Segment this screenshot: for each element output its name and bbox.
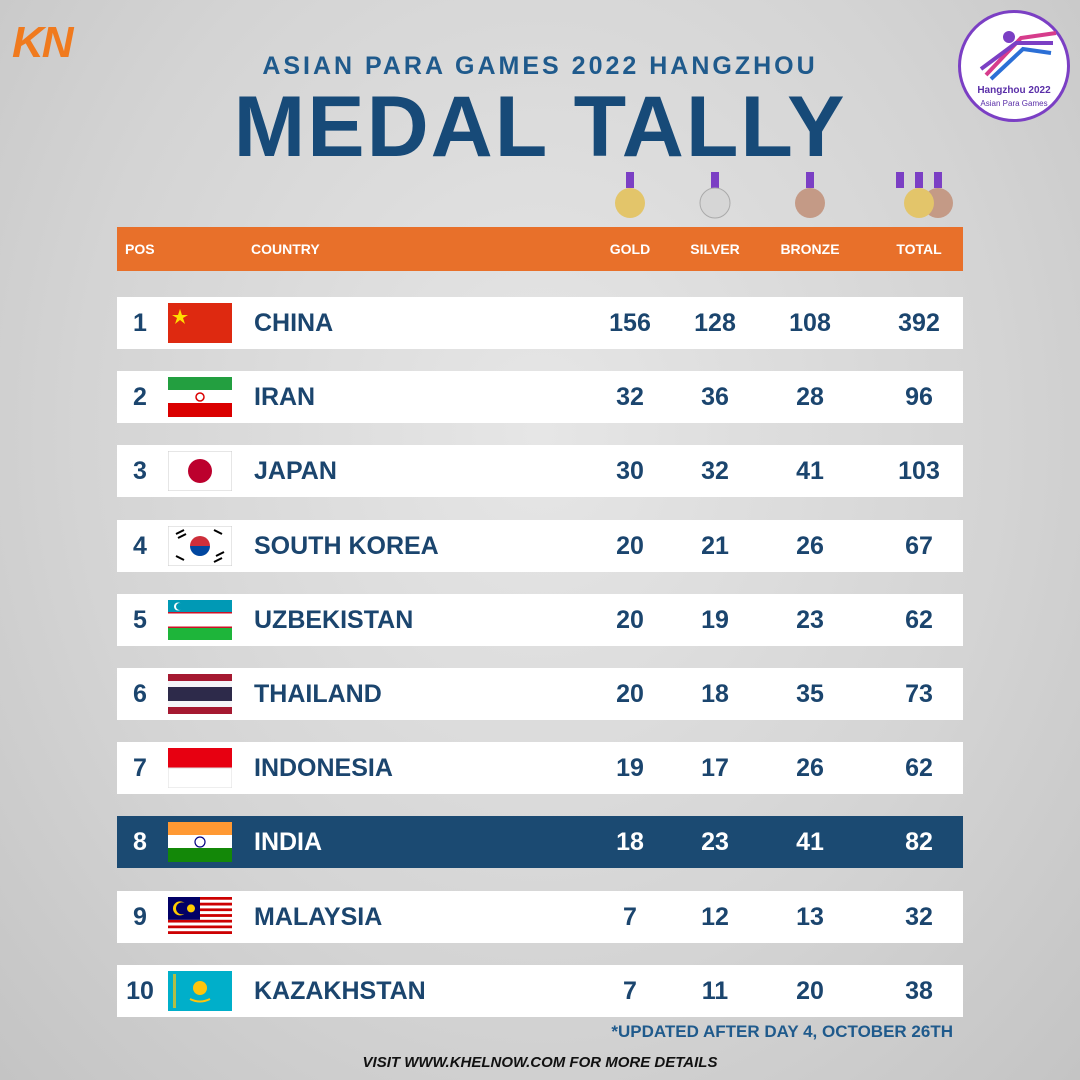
position: 5	[133, 605, 147, 634]
medal-count: 103	[898, 457, 940, 486]
medal-icons	[615, 172, 953, 219]
medal-count: 26	[796, 754, 824, 783]
position: 9	[133, 902, 147, 931]
country: JAPAN	[254, 457, 337, 486]
table-row: 6 THAILAND 20 18 35 73	[117, 668, 963, 720]
medal-count: 18	[701, 680, 729, 708]
medal-count: 392	[898, 309, 940, 337]
medal-count: 17	[701, 754, 729, 783]
table-row: 10 KAZAKHSTAN 7 11 20 38	[117, 964, 963, 1017]
column-header: SILVER	[690, 241, 740, 257]
medal-count: 62	[905, 605, 933, 634]
badge-title: Hangzhou 2022	[977, 85, 1051, 96]
table-row: 2 IRAN 32 36 28 96	[117, 371, 963, 424]
medal-count: 19	[616, 754, 644, 783]
medal-count: 23	[701, 828, 729, 857]
medal-count: 38	[905, 976, 933, 1005]
flag	[168, 377, 232, 418]
position: 7	[133, 754, 147, 783]
table-row: 1 CHINA 156 128 108 392	[117, 297, 963, 349]
flag	[168, 822, 232, 863]
column-header: GOLD	[609, 241, 651, 257]
country: UZBEKISTAN	[254, 605, 414, 634]
medal-count: 26	[796, 531, 824, 560]
medal-count: 28	[796, 383, 824, 412]
table-row: 5 UZBEKISTAN 20 19 23 62	[117, 593, 963, 646]
medal-count: 67	[905, 531, 933, 560]
column-header: BRONZE	[780, 241, 840, 257]
medal-count: 82	[905, 828, 933, 857]
country: THAILAND	[254, 680, 382, 708]
subtitle: ASIAN PARA GAMES 2022 HANGZHOU	[262, 52, 818, 80]
table-row: 7 INDONESIA 19 17 26 62	[117, 742, 963, 795]
medal-count: 32	[616, 383, 644, 412]
flag	[168, 303, 232, 343]
medal-count: 108	[789, 309, 831, 337]
badge-subtitle: Asian Para Games	[980, 99, 1048, 108]
medal-count: 20	[616, 531, 644, 560]
footer: VISIT WWW.KHELNOW.COM FOR MORE DETAILS	[362, 1054, 718, 1071]
medal-count: 96	[905, 383, 933, 412]
medal-count: 41	[796, 828, 824, 857]
country: MALAYSIA	[254, 902, 383, 931]
medal-count: 13	[796, 902, 824, 931]
position: 4	[133, 531, 147, 560]
country: CHINA	[254, 309, 334, 337]
medal-count: 20	[796, 976, 824, 1005]
medal-count: 32	[905, 902, 933, 931]
medal-count: 21	[701, 531, 729, 560]
column-header: TOTAL	[896, 241, 942, 257]
medal-count: 7	[623, 976, 637, 1005]
logo: KN	[12, 18, 74, 67]
position: 10	[126, 976, 154, 1005]
medal-count: 36	[701, 383, 729, 412]
flag	[168, 748, 232, 789]
table-header: POS COUNTRY GOLD SILVER BRONZE TOTAL	[117, 227, 963, 271]
medal-count: 73	[905, 680, 933, 708]
medal-count: 19	[701, 605, 729, 634]
medal-count: 32	[701, 457, 729, 486]
flag	[168, 970, 232, 1011]
medal-count: 7	[623, 902, 637, 931]
medal-count: 12	[701, 902, 729, 931]
flag	[168, 599, 232, 640]
medal-count: 35	[796, 680, 824, 708]
medal-count: 41	[796, 457, 824, 486]
medal-count: 23	[796, 605, 824, 634]
flag	[168, 451, 232, 492]
medal-count: 20	[616, 605, 644, 634]
update-note: *UPDATED AFTER DAY 4, OCTOBER 26TH	[611, 1022, 953, 1041]
medal-count: 18	[616, 828, 644, 857]
medal-count: 20	[616, 680, 644, 708]
country: KAZAKHSTAN	[254, 976, 426, 1005]
medal-count: 128	[694, 309, 736, 337]
flag	[168, 525, 232, 566]
position: 3	[133, 457, 147, 486]
flag	[168, 896, 232, 937]
title: MEDAL TALLY	[233, 79, 847, 175]
position: 8	[133, 828, 147, 857]
position: 2	[133, 383, 147, 412]
column-header: POS	[125, 241, 155, 257]
position: 6	[133, 680, 147, 708]
table-row: 4 SOUTH KOREA 20 21 26 67	[117, 519, 963, 572]
column-header: COUNTRY	[251, 241, 320, 257]
medal-count: 62	[905, 754, 933, 783]
country: IRAN	[254, 383, 316, 412]
country: INDIA	[254, 828, 323, 857]
games-badge: Hangzhou 2022 Asian Para Games	[958, 10, 1070, 122]
country: INDONESIA	[254, 754, 393, 783]
table-row: 3 JAPAN 30 32 41 103	[117, 445, 963, 498]
medal-count: 30	[616, 457, 644, 486]
table-row: 9 MALAYSIA 7 12 13 32	[117, 890, 963, 943]
country: SOUTH KOREA	[254, 531, 439, 560]
table-row: 8 INDIA 18 23 41 82	[117, 816, 963, 869]
medal-count: 11	[701, 976, 729, 1005]
position: 1	[133, 309, 147, 337]
badge-icon	[979, 31, 1057, 81]
medal-count: 156	[609, 309, 651, 337]
flag	[168, 674, 232, 714]
